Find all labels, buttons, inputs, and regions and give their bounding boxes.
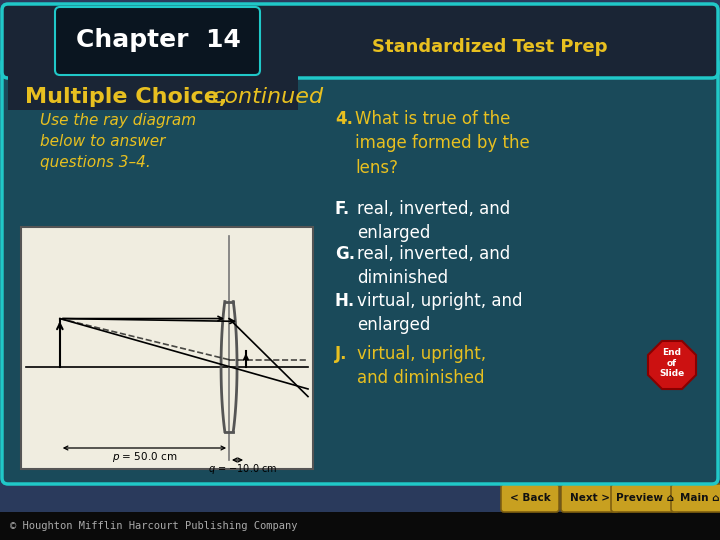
- Text: $q$ = $-$10.0 cm: $q$ = $-$10.0 cm: [207, 462, 277, 476]
- Text: Multiple Choice,: Multiple Choice,: [25, 87, 228, 107]
- FancyBboxPatch shape: [2, 4, 718, 78]
- FancyBboxPatch shape: [0, 482, 720, 512]
- FancyBboxPatch shape: [2, 57, 718, 484]
- Text: $p$ = 50.0 cm: $p$ = 50.0 cm: [112, 450, 177, 464]
- Text: F.: F.: [335, 200, 350, 218]
- Text: Use the ray diagram
below to answer
questions 3–4.: Use the ray diagram below to answer ques…: [40, 113, 196, 170]
- FancyBboxPatch shape: [611, 484, 679, 512]
- Text: © Houghton Mifflin Harcourt Publishing Company: © Houghton Mifflin Harcourt Publishing C…: [10, 521, 297, 531]
- FancyBboxPatch shape: [21, 227, 313, 469]
- FancyBboxPatch shape: [561, 484, 619, 512]
- Text: real, inverted, and
enlarged: real, inverted, and enlarged: [357, 200, 510, 242]
- Text: real, inverted, and
diminished: real, inverted, and diminished: [357, 245, 510, 287]
- Text: Next >: Next >: [570, 493, 610, 503]
- Text: End
of
Slide: End of Slide: [660, 348, 685, 378]
- FancyBboxPatch shape: [55, 7, 260, 75]
- Text: G.: G.: [335, 245, 355, 263]
- Text: 4.: 4.: [335, 110, 353, 128]
- Text: What is true of the
image formed by the
lens?: What is true of the image formed by the …: [355, 110, 530, 177]
- Text: H.: H.: [335, 292, 355, 310]
- Text: Preview ⌂: Preview ⌂: [616, 493, 674, 503]
- FancyBboxPatch shape: [501, 484, 559, 512]
- FancyBboxPatch shape: [671, 484, 720, 512]
- Text: J.: J.: [335, 345, 348, 363]
- Text: < Back: < Back: [510, 493, 550, 503]
- FancyBboxPatch shape: [0, 512, 720, 540]
- Text: virtual, upright, and
enlarged: virtual, upright, and enlarged: [357, 292, 523, 334]
- Text: Main ⌂: Main ⌂: [680, 493, 720, 503]
- FancyBboxPatch shape: [8, 60, 298, 110]
- Text: virtual, upright,
and diminished: virtual, upright, and diminished: [357, 345, 486, 387]
- Text: Standardized Test Prep: Standardized Test Prep: [372, 38, 608, 56]
- Text: Chapter  14: Chapter 14: [76, 28, 240, 52]
- Text: continued: continued: [205, 87, 323, 107]
- Polygon shape: [648, 341, 696, 389]
